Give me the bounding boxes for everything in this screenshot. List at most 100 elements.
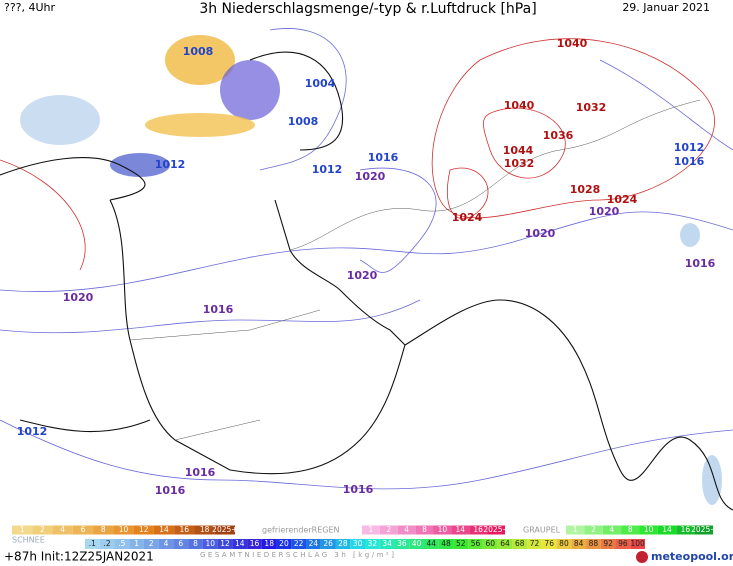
isobar-label: 1040 (504, 99, 535, 112)
isobar-label: 1020 (355, 170, 386, 183)
legend-label: 6 (178, 539, 183, 548)
legend-cell (423, 539, 439, 549)
isobar-label: 1008 (183, 45, 214, 58)
isobar-label: 1012 (312, 163, 343, 176)
legend-cell (409, 539, 424, 549)
legend-label: 12 (139, 525, 149, 534)
legend-cell (72, 525, 94, 535)
legend-label: 24 (309, 539, 319, 548)
legend-label: 80 (559, 539, 569, 548)
isobar-label: 1040 (557, 37, 588, 50)
legend-label: 64 (500, 539, 510, 548)
legend-cell (113, 525, 134, 535)
legend-cell (52, 525, 73, 535)
legend-label: 32 (368, 539, 378, 548)
isobar-label: 1004 (305, 77, 336, 90)
legend-cell (173, 539, 189, 549)
isobar-label: 1024 (452, 211, 483, 224)
legend-label: 2 (40, 525, 45, 534)
header-left: ???, 4Uhr (4, 1, 56, 14)
legend-cell (335, 539, 351, 549)
legend-cell (512, 539, 528, 549)
legend-cell (379, 525, 398, 535)
legend-cell (602, 525, 622, 535)
legend-cell (276, 539, 292, 549)
legend-cell (453, 539, 469, 549)
isobar-label: 1028 (570, 183, 601, 196)
legend-cell (556, 539, 572, 549)
legend-label: 92 (603, 539, 613, 548)
legend-cell (615, 539, 631, 549)
legend-cell (586, 539, 601, 549)
legend-label: 84 (574, 539, 584, 548)
legend-label: 14 (662, 525, 672, 534)
legend-cell (247, 539, 262, 549)
isobar-label: 1016 (685, 257, 716, 270)
legend-label: 1 (573, 525, 578, 534)
isobar-label: 1020 (63, 291, 94, 304)
isobar-label: 1032 (504, 157, 535, 170)
legend-label: 18 (200, 525, 210, 534)
legend-cell (415, 525, 434, 535)
isobar-label: 1020 (525, 227, 556, 240)
legend-cell (32, 525, 53, 535)
legend-label: 1 (134, 539, 139, 548)
legend-cell (85, 539, 100, 549)
legend-label: .2 (104, 539, 111, 548)
legend-label: .5 (118, 539, 125, 548)
legend-label: 56 (471, 539, 481, 548)
legend-cell (482, 539, 498, 549)
legend-cell (306, 539, 321, 549)
legend-label: 12 (220, 539, 230, 548)
legend-cell (362, 525, 380, 535)
isobar-labels: 1008 1004 1008 1012 1012 1016 1020 1020 … (17, 37, 716, 497)
coastlines (0, 51, 733, 511)
legend-label: 8 (422, 525, 427, 534)
legend-label: 72 (530, 539, 540, 548)
legend-label: 52 (456, 539, 466, 548)
isobar-label: 1016 (343, 483, 374, 496)
legend-label: 10 (119, 525, 129, 534)
legend-cell (153, 525, 175, 535)
isobar-label: 1012 (674, 141, 705, 154)
legend-cell (99, 539, 115, 549)
legend-label: 4 (404, 525, 409, 534)
legend-label: 28 (338, 539, 348, 548)
legend-label: 40 (412, 539, 422, 548)
isobar-label: 1008 (288, 115, 319, 128)
legend-cell (291, 539, 307, 549)
legend-cell (365, 539, 380, 549)
legend-label: 2025+ (212, 525, 237, 534)
legend-cell (261, 539, 277, 549)
legend-cell (93, 525, 114, 535)
freezing-rain-name: gefrierenderREGEN (262, 526, 340, 535)
legend-cell (214, 525, 235, 535)
legend-cell (451, 525, 470, 535)
legend-label: 10 (205, 539, 215, 548)
legend-cell (188, 539, 203, 549)
legend-cell (194, 525, 215, 535)
legend-cell (566, 525, 585, 535)
legend-cell (133, 525, 154, 535)
legend-cell (114, 539, 130, 549)
legend-label: 1 (20, 525, 25, 534)
legend-cell (394, 539, 410, 549)
legend-label: 96 (618, 539, 628, 548)
legend-label: 4 (610, 525, 615, 534)
isobar-label: 1016 (203, 303, 234, 316)
legend-label: 2 (591, 525, 596, 534)
legend-label: 68 (515, 539, 525, 548)
legend-cell (143, 539, 159, 549)
legend-cell (129, 539, 144, 549)
legend-cell (433, 525, 452, 535)
legend-label: 10 (438, 525, 448, 534)
legend-label: 22 (294, 539, 304, 548)
isobars (0, 28, 733, 490)
isobar-label: 1032 (576, 101, 607, 114)
legend-cell (174, 525, 195, 535)
legend-cell (487, 525, 505, 535)
legend-label: 6 (81, 525, 86, 534)
legend-label: 26 (323, 539, 333, 548)
legend-cell (676, 525, 695, 535)
